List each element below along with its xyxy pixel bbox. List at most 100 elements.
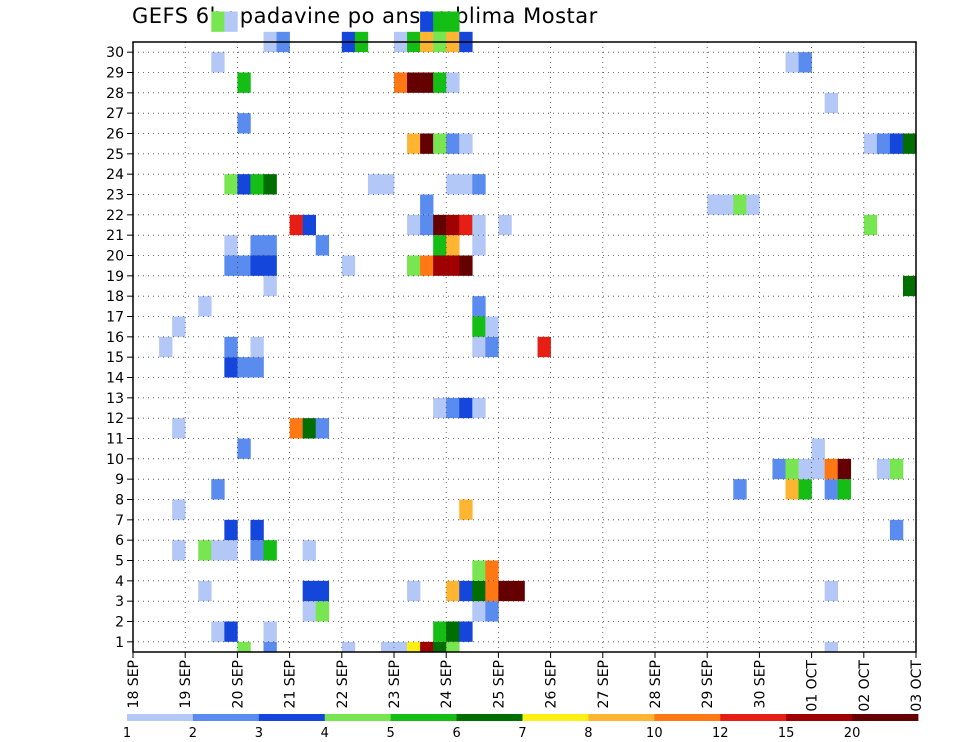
heatmap-cell <box>211 621 225 642</box>
heatmap-cell <box>446 255 460 276</box>
y-tick-label: 27 <box>106 106 124 122</box>
heatmap-cell <box>224 519 238 541</box>
heatmap-cell <box>746 194 760 215</box>
heatmap-cell <box>380 174 395 195</box>
x-tick-label: 02 OCT <box>857 660 873 712</box>
x-tick-label: 24 SEP <box>439 660 455 708</box>
y-axis: 1234567891011121314151617181920212223242… <box>106 45 133 651</box>
heatmap-cell <box>472 397 486 419</box>
heatmap-cell <box>394 72 408 93</box>
colorbar-swatch <box>324 714 392 721</box>
heatmap-cell <box>798 479 812 500</box>
heatmap-cell <box>224 540 238 561</box>
y-tick-label: 25 <box>106 147 124 163</box>
heatmap-cell <box>537 336 551 358</box>
heatmap-cell <box>315 580 330 602</box>
x-tick-label: 19 SEP <box>178 660 194 708</box>
heatmap-cell <box>420 194 434 215</box>
heatmap-cell <box>289 214 303 236</box>
heatmap-cell <box>315 235 330 256</box>
heatmap-cell <box>198 540 212 561</box>
heatmap-cell <box>211 52 225 73</box>
heatmap-cell <box>433 72 447 93</box>
heatmap-cell <box>472 316 486 337</box>
heatmap-cell <box>472 601 486 622</box>
heatmap-cell <box>172 316 186 337</box>
heatmap-cell <box>811 458 825 480</box>
heatmap-cell <box>433 621 447 642</box>
y-tick-label: 3 <box>115 594 124 610</box>
heatmap-cell <box>407 72 421 93</box>
heatmap-cell <box>811 438 825 459</box>
colorbar-label: 20 <box>844 726 861 741</box>
heatmap-cell <box>237 357 251 378</box>
colorbar-swatch <box>127 714 194 721</box>
heatmap-cell <box>394 641 408 652</box>
heatmap-cell <box>433 133 447 154</box>
y-tick-label: 28 <box>106 86 124 102</box>
y-tick-label: 19 <box>106 269 124 285</box>
y-tick-label: 16 <box>106 330 124 346</box>
heatmap-cell <box>446 72 460 93</box>
heatmap-cell <box>433 255 447 276</box>
heatmap-cell <box>224 255 238 276</box>
x-tick-label: 26 SEP <box>544 660 560 708</box>
heatmap-cell <box>733 479 747 500</box>
heatmap-cell <box>707 194 721 215</box>
colorbar-label: 2 <box>189 726 197 741</box>
heatmap-cell <box>902 133 917 154</box>
heatmap-cell <box>380 641 395 652</box>
x-tick-label: 03 OCT <box>909 660 925 712</box>
heatmap-cell <box>459 133 473 154</box>
heatmap-cell <box>446 214 460 236</box>
heatmap-cell <box>498 580 512 602</box>
y-tick-label: 24 <box>106 167 124 183</box>
x-tick-label: 28 SEP <box>648 660 664 708</box>
y-tick-label: 30 <box>106 45 124 61</box>
heatmap-cell <box>485 560 499 581</box>
y-tick-label: 21 <box>106 228 124 244</box>
heatmap-cells <box>159 11 917 652</box>
heatmap-cell <box>263 621 277 642</box>
heatmap-cell <box>889 519 904 541</box>
heatmap-cell <box>889 133 904 154</box>
colorbar-label: 4 <box>321 726 329 741</box>
heatmap-cell <box>472 580 486 602</box>
heatmap-cell <box>172 418 186 439</box>
colorbar-label: 5 <box>387 726 395 741</box>
heatmap-cell <box>824 580 838 602</box>
heatmap-cell <box>433 641 447 652</box>
colorbar-label: 10 <box>646 726 663 741</box>
x-tick-label: 27 SEP <box>596 660 612 708</box>
heatmap-cell <box>263 255 277 276</box>
heatmap-cell <box>211 479 225 500</box>
heatmap-cell <box>263 540 277 561</box>
heatmap-cell <box>511 580 525 602</box>
heatmap-cell <box>433 397 447 419</box>
x-tick-label: 22 SEP <box>335 660 351 708</box>
heatmap-cell <box>485 336 499 358</box>
heatmap-cell <box>250 336 264 358</box>
heatmap-cell <box>172 540 186 561</box>
heatmap-cell <box>224 336 238 358</box>
y-tick-label: 5 <box>115 554 124 570</box>
colorbar-label: 8 <box>584 726 592 741</box>
colorbar-label: 3 <box>255 726 263 741</box>
heatmap-cell <box>172 499 186 520</box>
heatmap-cell <box>407 641 421 652</box>
heatmap-cell <box>772 458 786 480</box>
heatmap-cell <box>250 357 264 378</box>
heatmap-cell <box>420 11 434 32</box>
heatmap-cell <box>446 580 460 602</box>
y-tick-label: 15 <box>106 350 124 366</box>
colorbar-swatch <box>456 714 523 721</box>
heatmap-cell <box>224 357 238 378</box>
heatmap-cell <box>237 641 251 652</box>
y-tick-label: 8 <box>115 493 124 509</box>
colorbar-swatch <box>390 714 457 721</box>
heatmap-cell <box>159 336 173 358</box>
heatmap-cell <box>446 174 460 195</box>
heatmap-cell <box>863 214 878 236</box>
heatmap-cell <box>250 255 264 276</box>
heatmap-cell <box>798 458 812 480</box>
